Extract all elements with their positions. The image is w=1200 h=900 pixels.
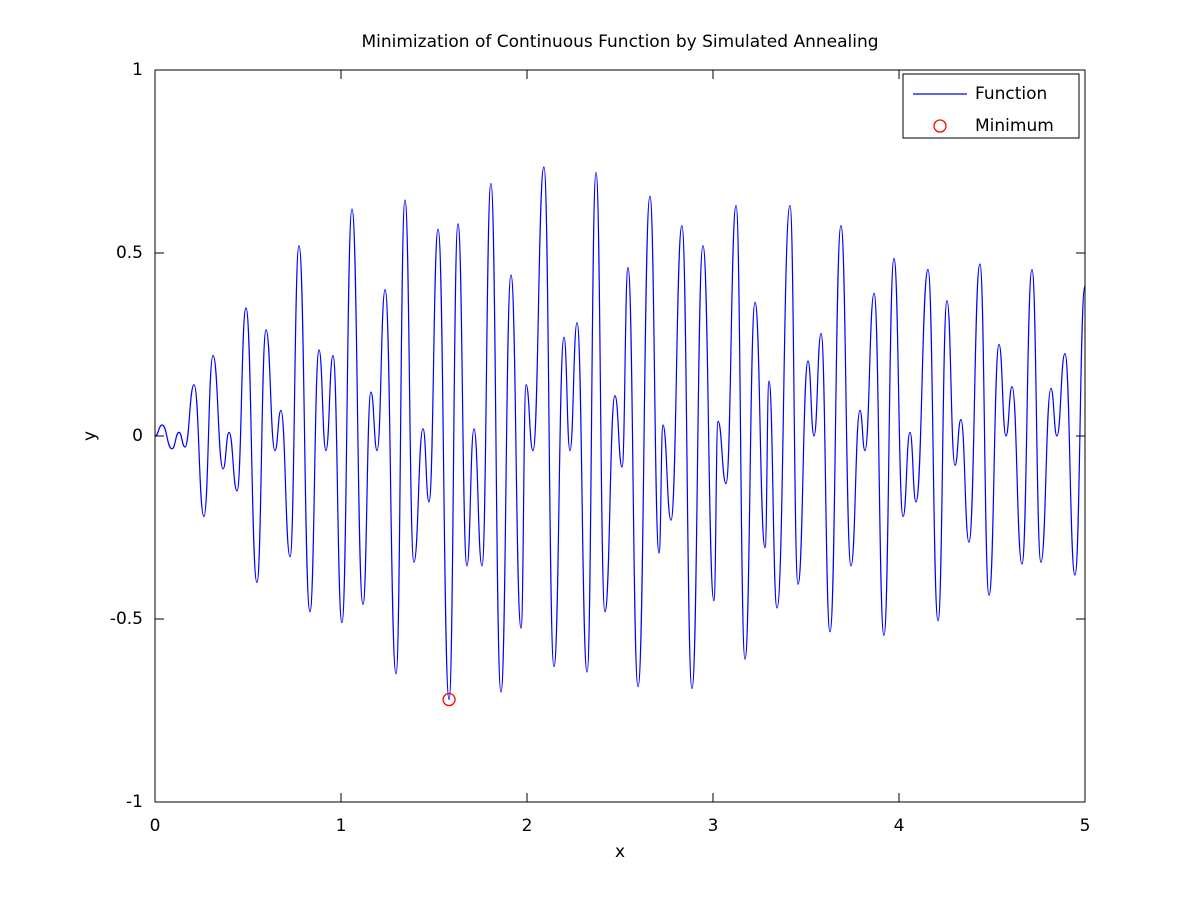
chart-title: Minimization of Continuous Function by S… [361, 32, 878, 52]
y-axis-label: y [80, 431, 100, 441]
plot-area [154, 166, 1086, 707]
x-tick-label: 2 [522, 816, 533, 836]
x-tick-label: 4 [894, 816, 905, 836]
y-tick-label: 0.5 [116, 243, 143, 263]
legend-box [902, 73, 1080, 139]
x-tick-label: 1 [336, 816, 347, 836]
x-axis-label: x [615, 842, 625, 862]
y-tick-label: -0.5 [110, 609, 143, 629]
legend-marker [933, 119, 947, 133]
y-tick-label: 0 [132, 426, 143, 446]
x-tick-label: 0 [150, 816, 161, 836]
minimum-marker [442, 692, 456, 707]
x-tick-label: 5 [1080, 816, 1091, 836]
x-tick-label: 3 [708, 816, 719, 836]
legend-label: Function [975, 84, 1047, 104]
legend-label: Minimum [975, 116, 1054, 136]
y-tick-label: 1 [132, 60, 143, 80]
y-tick-label: -1 [126, 792, 143, 812]
function-line [154, 166, 1086, 701]
